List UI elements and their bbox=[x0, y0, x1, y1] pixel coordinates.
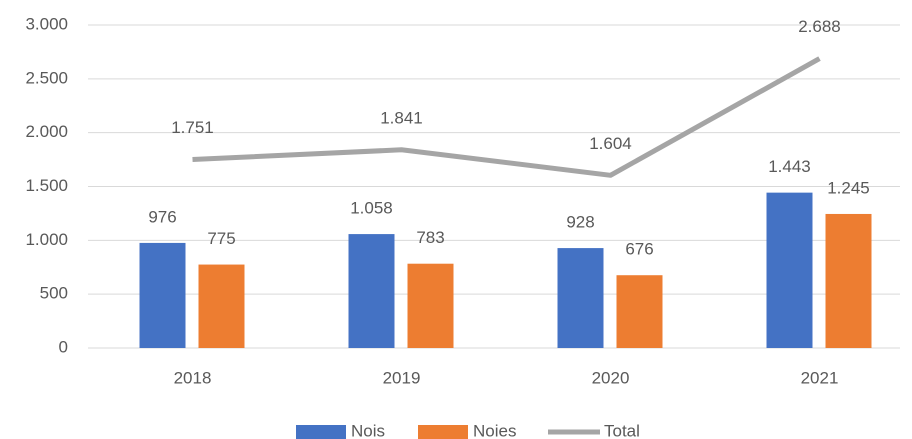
line bbox=[192, 56, 821, 178]
y-tick-label: 1.000 bbox=[25, 230, 68, 249]
data-label: 783 bbox=[416, 228, 444, 247]
y-tick-label: 3.000 bbox=[25, 14, 68, 33]
legend-swatch bbox=[296, 425, 346, 439]
x-tick-label: 2019 bbox=[383, 368, 421, 387]
data-label: 1.245 bbox=[827, 178, 870, 197]
data-label: 1.751 bbox=[171, 118, 214, 137]
y-tick-label: 2.000 bbox=[25, 122, 68, 141]
legend-label: Total bbox=[604, 421, 640, 439]
data-label: 676 bbox=[625, 240, 653, 259]
legend-label: Nois bbox=[351, 421, 385, 439]
bar bbox=[407, 263, 454, 348]
bar bbox=[198, 264, 245, 348]
legend-label: Noies bbox=[473, 421, 516, 439]
data-label: 1.058 bbox=[350, 199, 393, 218]
data-label: 775 bbox=[207, 229, 235, 248]
x-tick-label: 2021 bbox=[801, 368, 839, 387]
y-tick-label: 1.500 bbox=[25, 176, 68, 195]
y-tick-label: 2.500 bbox=[25, 68, 68, 87]
legend-swatch bbox=[418, 425, 468, 439]
y-tick-label: 0 bbox=[59, 337, 68, 356]
data-label: 1.443 bbox=[768, 157, 811, 176]
data-label: 976 bbox=[148, 207, 176, 226]
x-tick-label: 2018 bbox=[174, 368, 212, 387]
y-tick-label: 500 bbox=[40, 284, 68, 303]
data-label: 2.688 bbox=[798, 17, 841, 36]
bar bbox=[766, 192, 813, 348]
data-label: 1.604 bbox=[589, 134, 632, 153]
bar bbox=[348, 234, 395, 348]
data-label: 928 bbox=[566, 213, 594, 232]
x-tick-label: 2020 bbox=[592, 368, 630, 387]
bar bbox=[616, 275, 663, 348]
bar bbox=[139, 242, 186, 348]
bar bbox=[825, 213, 872, 348]
bar bbox=[557, 248, 604, 348]
data-label: 1.841 bbox=[380, 108, 423, 127]
